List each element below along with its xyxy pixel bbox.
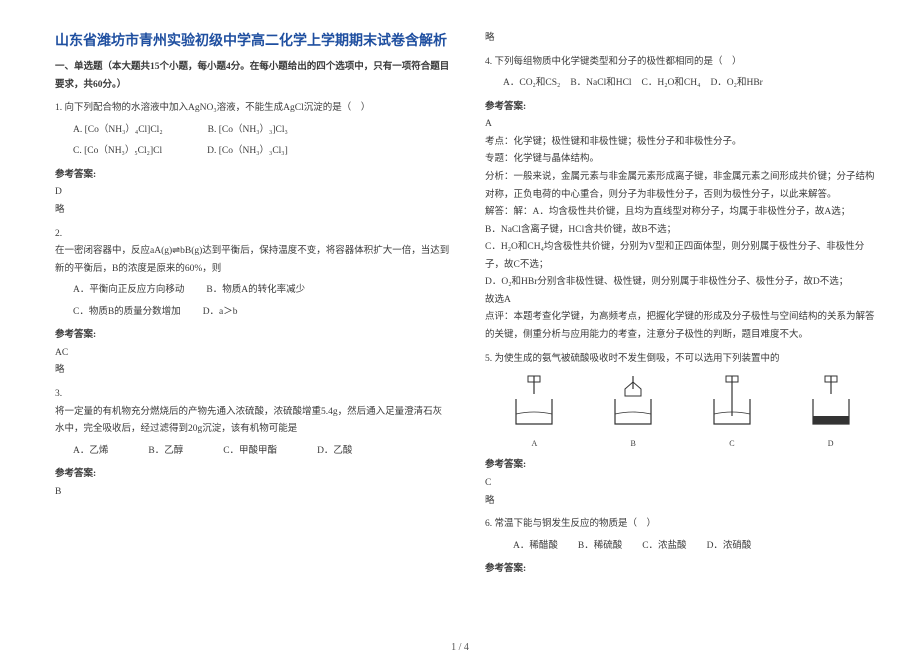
q5-label-A: A <box>504 437 564 452</box>
q5-stem: 5. 为使生成的氨气被硫酸吸收时不发生倒吸，不可以选用下列装置中的 <box>485 351 880 369</box>
q2-answer: AC <box>55 345 450 363</box>
question-5: 5. 为使生成的氨气被硫酸吸收时不发生倒吸，不可以选用下列装置中的 A <box>485 351 880 511</box>
q4-e4: 解答：解：A．均含极性共价键，且均为直线型对称分子，均属于非极性分子，故A选； <box>485 204 880 222</box>
q2-B: B．物质A的转化率减少 <box>206 282 305 300</box>
q5-diagrams: A B <box>485 374 880 451</box>
q6-D: D．浓硝酸 <box>707 538 752 556</box>
section-header: 一、单选题（本大题共15个小题，每小题4分。在每小题给出的四个选项中，只有一项符… <box>55 59 450 94</box>
q2-D: D．a＞b <box>203 304 238 322</box>
q4-answer: A <box>485 116 880 134</box>
answer-label: 参考答案: <box>485 561 880 579</box>
q3-stem: 将一定量的有机物充分燃烧后的产物先通入浓硫酸，浓硫酸增重5.4g，然后通入足量澄… <box>55 404 450 439</box>
q4-e9: 点评：本题考查化学键，为高频考点，把握化学键的形成及分子极性与空间结构的关系为解… <box>485 309 880 344</box>
answer-label: 参考答案: <box>485 457 880 475</box>
question-1: 1. 向下列配合物的水溶液中加入AgNO₃溶液，不能生成AgCl沉淀的是（ ） … <box>55 100 450 219</box>
question-2: 2. 在一密闭容器中，反应aA(g)⇌bB(g)达到平衡后，保持温度不变，将容器… <box>55 226 450 381</box>
q4-A: A．CO₂和CS₂ <box>503 75 560 93</box>
q3-num: 3. <box>55 386 450 404</box>
q1-answer: D <box>55 184 450 202</box>
q2-C: C．物质B的质量分数增加 <box>73 304 181 322</box>
question-3: 3. 将一定量的有机物充分燃烧后的产物先通入浓硫酸，浓硫酸增重5.4g，然后通入… <box>55 386 450 501</box>
q5-label-C: C <box>702 437 762 452</box>
q3-answer: B <box>55 484 450 502</box>
r-top: 略 <box>485 30 880 48</box>
beaker-b-icon <box>603 374 663 429</box>
q2-expl: 略 <box>55 362 450 380</box>
q3-B: B．乙醇 <box>148 443 183 461</box>
q1-C: C. [Co（NH₃）₅Cl₂]Cl <box>73 143 162 161</box>
q4-e8: 故选A <box>485 292 880 310</box>
q5-label-B: B <box>603 437 663 452</box>
q6-A: A．稀醋酸 <box>513 538 558 556</box>
beaker-c-icon <box>702 374 762 429</box>
q1-D: D. [Co（NH₃）₃Cl₃] <box>207 143 288 161</box>
q1-stem: 1. 向下列配合物的水溶液中加入AgNO₃溶液，不能生成AgCl沉淀的是（ ） <box>55 100 450 118</box>
q3-D: D．乙酸 <box>317 443 352 461</box>
q4-e6: C．H₂O和CH₄均含极性共价键，分别为V型和正四面体型，则分别属于极性分子、非… <box>485 239 880 274</box>
q6-stem: 6. 常温下能与铜发生反应的物质是（ ） <box>485 516 880 534</box>
question-4: 4. 下列每组物质中化学键类型和分子的极性都相同的是（ ） A．CO₂和CS₂ … <box>485 54 880 345</box>
q5-expl: 略 <box>485 493 880 511</box>
q1-expl: 略 <box>55 202 450 220</box>
q5-answer: C <box>485 475 880 493</box>
q4-stem: 4. 下列每组物质中化学键类型和分子的极性都相同的是（ ） <box>485 54 880 72</box>
q3-A: A．乙烯 <box>73 443 108 461</box>
q4-e1: 考点：化学键；极性键和非极性键；极性分子和非极性分子。 <box>485 134 880 152</box>
q5-label-D: D <box>801 437 861 452</box>
q2-A: A．平衡向正反应方向移动 <box>73 282 184 300</box>
q4-B: B．NaCl和HCl <box>570 75 631 93</box>
page-footer: 1 / 4 <box>0 642 920 653</box>
beaker-d-icon <box>801 374 861 429</box>
page-title: 山东省潍坊市青州实验初级中学高二化学上学期期末试卷含解析 <box>55 30 450 51</box>
q4-e7: D．O₂和HBr分别含非极性键、极性键，则分别属于非极性分子、极性分子，故D不选… <box>485 274 880 292</box>
q1-A: A. [Co（NH₃）₄Cl]Cl₂ <box>73 122 163 140</box>
beaker-a-icon <box>504 374 564 429</box>
answer-label: 参考答案: <box>55 327 450 345</box>
question-6: 6. 常温下能与铜发生反应的物质是（ ） A．稀醋酸 B．稀硫酸 C．浓盐酸 D… <box>485 516 880 579</box>
answer-label: 参考答案: <box>55 167 450 185</box>
q6-B: B．稀硫酸 <box>578 538 622 556</box>
q4-e5: B．NaCl含离子键，HCl含共价键，故B不选； <box>485 222 880 240</box>
answer-label: 参考答案: <box>55 466 450 484</box>
q2-num: 2. <box>55 226 450 244</box>
q3-C: C．甲酸甲酯 <box>223 443 277 461</box>
q4-e3: 分析：一般来说，金属元素与非金属元素形成离子键，非金属元素之间形成共价键；分子结… <box>485 169 880 204</box>
q4-e2: 专题：化学键与晶体结构。 <box>485 151 880 169</box>
answer-label: 参考答案: <box>485 99 880 117</box>
q1-B: B. [Co（NH₃）₃]Cl₃ <box>208 122 288 140</box>
q6-C: C．浓盐酸 <box>642 538 686 556</box>
q4-C: C．H₂O和CH₄ <box>642 75 701 93</box>
q4-D: D．O₂和HBr <box>710 75 762 93</box>
q2-stem: 在一密闭容器中，反应aA(g)⇌bB(g)达到平衡后，保持温度不变，将容器体积扩… <box>55 243 450 278</box>
